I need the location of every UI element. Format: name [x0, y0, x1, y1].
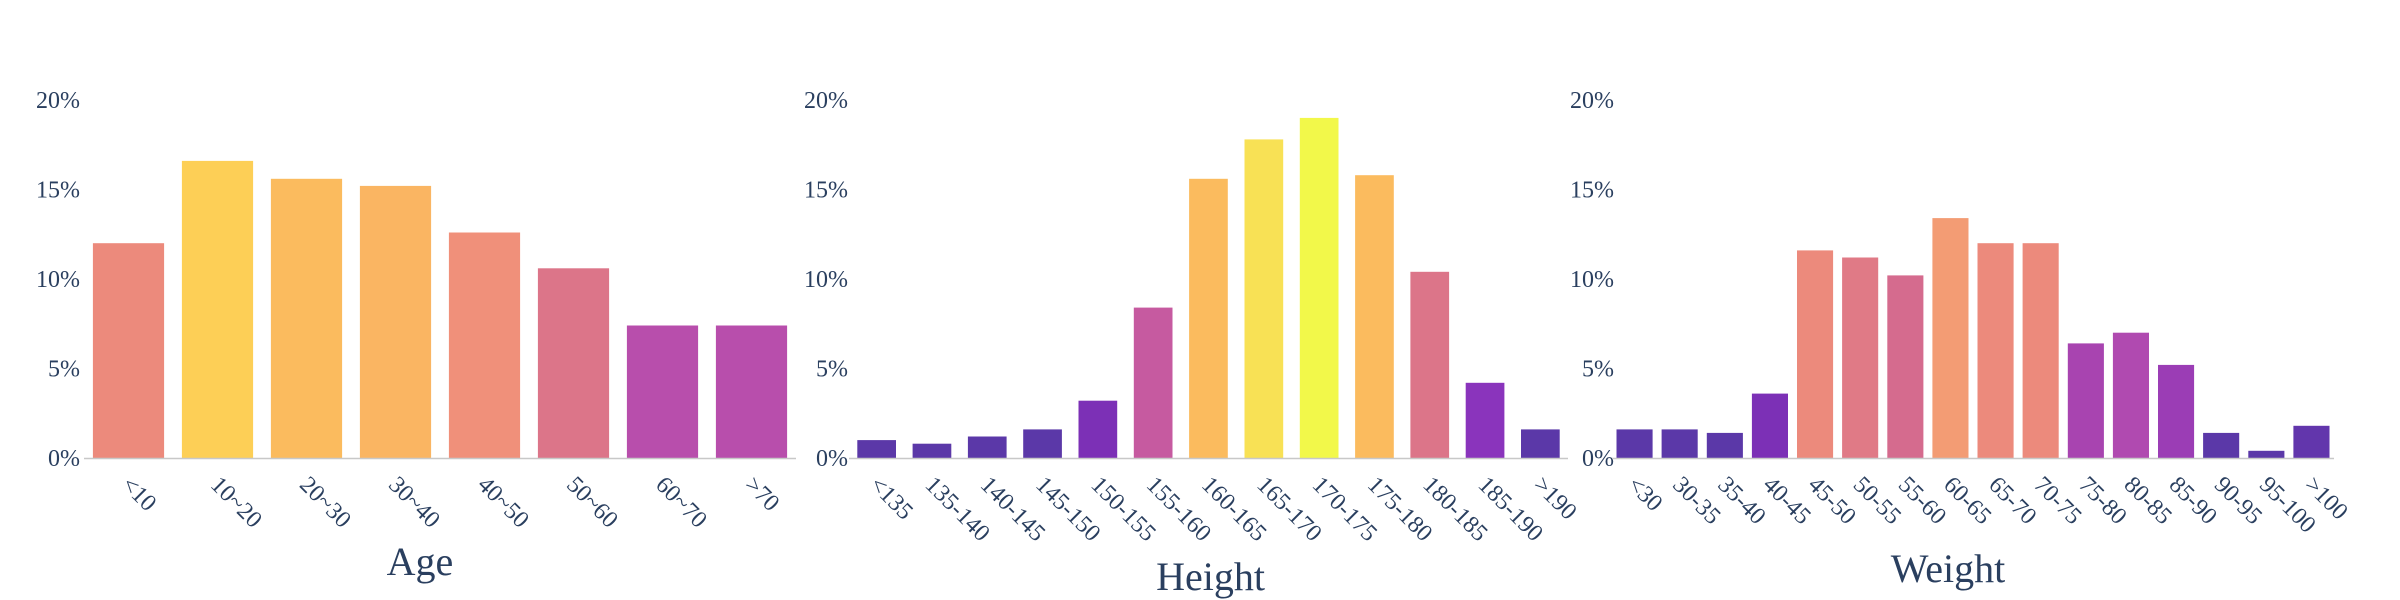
bar: [181, 160, 254, 458]
x-axis-title: Height: [1156, 554, 1265, 599]
bar: [1797, 250, 1834, 458]
x-tick-label: 50~60: [561, 472, 623, 534]
y-tick-label: 0%: [816, 446, 848, 472]
bar: [1355, 175, 1394, 458]
x-tick-label: 50-55: [1848, 472, 1906, 530]
bar: [1023, 429, 1062, 458]
y-tick-label: 0%: [1582, 446, 1614, 472]
x-tick-label: 55-60: [1893, 472, 1951, 530]
x-tick-label: >70: [739, 472, 784, 517]
x-tick-label: 70-75: [2028, 472, 2086, 530]
x-tick-label: <10: [116, 472, 161, 517]
y-tick-label: 15%: [36, 178, 80, 204]
bar: [2158, 364, 2195, 458]
bar: [1616, 429, 1653, 458]
y-tick-label: 20%: [1570, 88, 1614, 114]
x-tick-label: 60~70: [650, 472, 712, 534]
y-tick-label: 10%: [1570, 267, 1614, 293]
x-tick-label: <135: [864, 472, 917, 525]
bar: [1244, 139, 1284, 458]
chart-age: 0% 5% 10% 15% 20% <10 10~20 20~30 30~40 40~50 50~6…: [36, 88, 796, 584]
x-tick-label: 35-40: [1713, 472, 1771, 530]
bar: [1189, 178, 1228, 459]
bar: [857, 440, 896, 458]
y-tick-label: 15%: [804, 178, 848, 204]
bar: [715, 325, 788, 458]
bar: [270, 178, 343, 459]
y-tick-label: 5%: [816, 357, 848, 383]
bar: [1842, 257, 1879, 458]
x-tick-label: 80-85: [2119, 472, 2177, 530]
x-tick-label: 45-50: [1803, 472, 1861, 530]
bar: [1078, 400, 1118, 458]
bar: [537, 268, 610, 458]
x-tick-label: 75-80: [2074, 472, 2132, 530]
bar: [1661, 429, 1698, 458]
y-tick-label: 0%: [48, 446, 80, 472]
x-tick-label: 90-95: [2209, 472, 2267, 530]
y-tick-label: 10%: [804, 267, 848, 293]
bar: [448, 232, 521, 458]
x-tick-label: 40~50: [472, 472, 534, 534]
x-tick-label: <30: [1622, 472, 1667, 517]
y-tick-label: 20%: [36, 88, 80, 114]
bar: [359, 185, 432, 458]
bar: [1299, 117, 1339, 459]
x-tick-label: 85-90: [2164, 472, 2222, 530]
bar: [92, 243, 165, 458]
bar: [1133, 307, 1173, 458]
x-tick-label: 65-70: [1983, 472, 2041, 530]
bar: [1706, 432, 1743, 458]
bar: [2293, 425, 2330, 458]
bar: [912, 443, 952, 458]
x-axis-title: Age: [387, 539, 454, 584]
y-tick-label: 5%: [1582, 357, 1614, 383]
bar: [1465, 382, 1505, 458]
bar: [2203, 432, 2240, 458]
bar: [2067, 343, 2104, 458]
x-tick-label: 30~40: [383, 472, 445, 534]
bar: [626, 325, 699, 458]
bar: [2112, 332, 2149, 458]
x-tick-label: 60-65: [1938, 472, 1996, 530]
y-tick-label: 5%: [48, 357, 80, 383]
x-axis-title: Weight: [1891, 546, 2006, 591]
y-tick-label: 15%: [1570, 178, 1614, 204]
x-tick-label: 40-45: [1758, 472, 1816, 530]
x-tick-label: 10~20: [205, 472, 267, 534]
y-tick-label: 20%: [804, 88, 848, 114]
x-tick-label: 20~30: [294, 472, 356, 534]
chart-height: 0%5%10%15%20%<135 135-140140-145145-15015…: [804, 88, 1582, 599]
x-tick-label: 30-35: [1667, 472, 1725, 530]
bar: [1521, 429, 1560, 458]
bar: [2022, 243, 2059, 458]
bar: [1977, 243, 2014, 458]
chart-weight: 0% 5% 10% 15% 20% <30 30-3535-4040-4545-5050-5…: [1570, 88, 2353, 591]
y-tick-label: 10%: [36, 267, 80, 293]
bar: [967, 436, 1007, 458]
bar: [1932, 218, 1969, 458]
bar: [1751, 393, 1788, 458]
bar: [1887, 275, 1924, 458]
bar: [2248, 450, 2285, 458]
bar: [1410, 271, 1450, 458]
